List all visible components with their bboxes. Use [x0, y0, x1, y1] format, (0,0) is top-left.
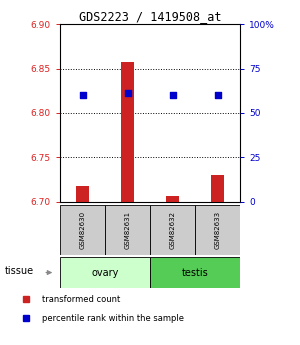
- Bar: [60, 257, 150, 288]
- Title: GDS2223 / 1419508_at: GDS2223 / 1419508_at: [79, 10, 221, 23]
- Text: ovary: ovary: [91, 268, 119, 277]
- Text: percentile rank within the sample: percentile rank within the sample: [42, 314, 184, 323]
- Text: tissue: tissue: [5, 266, 34, 276]
- Point: [215, 92, 220, 98]
- Point: [170, 92, 175, 98]
- Bar: [211, 175, 224, 202]
- Point: [125, 91, 130, 96]
- Text: GSM82630: GSM82630: [80, 211, 85, 249]
- Bar: [105, 205, 150, 255]
- Bar: [121, 62, 134, 202]
- Text: GSM82632: GSM82632: [169, 211, 175, 249]
- Bar: [150, 257, 240, 288]
- Text: transformed count: transformed count: [42, 295, 121, 304]
- Text: GSM82631: GSM82631: [124, 211, 130, 249]
- Text: testis: testis: [182, 268, 208, 277]
- Bar: [195, 205, 240, 255]
- Bar: [76, 186, 89, 202]
- Bar: [60, 205, 105, 255]
- Bar: [166, 196, 179, 202]
- Point: [80, 92, 85, 98]
- Text: GSM82633: GSM82633: [214, 211, 220, 249]
- Bar: [150, 205, 195, 255]
